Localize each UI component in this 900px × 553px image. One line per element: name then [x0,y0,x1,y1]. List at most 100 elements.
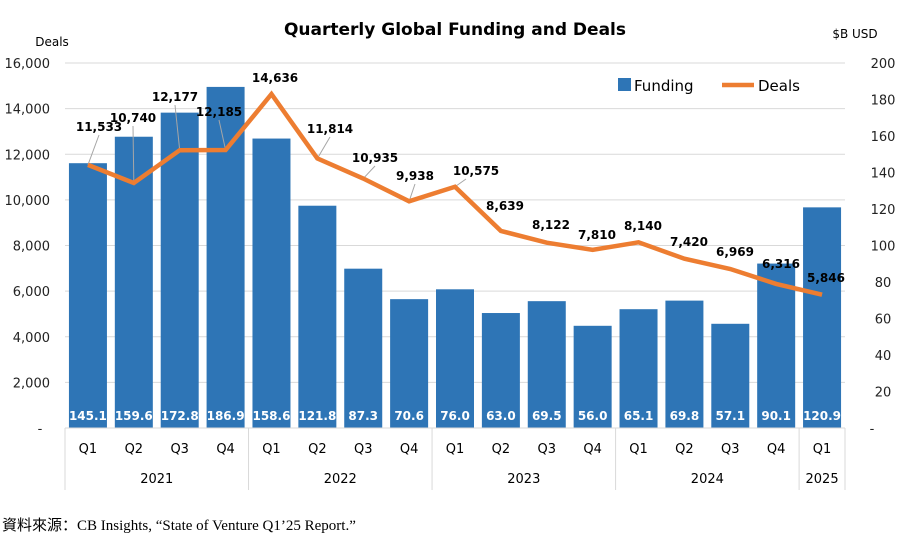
funding-data-label: 121.8 [298,409,336,423]
quarter-label: Q4 [767,442,786,457]
quarter-label: Q1 [629,442,648,457]
funding-bar [619,309,658,428]
funding-bar [527,301,566,428]
deals-data-label: 7,810 [578,228,616,242]
leader-line [218,119,227,151]
funding-data-label: 69.8 [670,409,700,423]
left-tick-label: - [38,422,43,437]
deals-data-label: 10,740 [110,111,156,125]
right-tick-label: 200 [871,57,896,72]
funding-bar [665,300,704,428]
quarter-label: Q1 [446,442,465,457]
right-tick-label: 80 [875,276,892,291]
deals-data-label: 14,636 [252,71,298,85]
funding-bar [573,325,612,428]
deals-data-label: 6,316 [762,257,800,271]
deals-data-label: 7,420 [670,235,708,249]
funding-data-label: 57.1 [715,409,745,423]
quarter-label: Q2 [492,442,511,457]
quarter-label: Q3 [721,442,740,457]
year-label: 2022 [324,472,357,487]
quarter-label: Q3 [354,442,373,457]
funding-data-label: 186.9 [207,409,245,423]
quarter-label: Q2 [125,442,144,457]
deals-data-label: 6,969 [716,245,754,259]
chart-title: Quarterly Global Funding and Deals [284,20,626,40]
funding-bar [344,268,383,428]
quarter-label: Q1 [262,442,281,457]
left-tick-label: 8,000 [13,240,50,255]
left-tick-label: 4,000 [13,331,50,346]
leader-line [316,136,331,159]
funding-bar [252,138,291,428]
funding-data-label: 56.0 [578,409,608,423]
quarter-label: Q1 [79,442,98,457]
funding-data-label: 145.1 [69,409,107,423]
funding-data-label: 158.6 [252,409,290,423]
quarter-label: Q3 [170,442,189,457]
funding-bar [803,207,842,428]
source-note: 資料來源：CB Insights, “State of Venture Q1’2… [2,518,356,534]
deals-data-label: 5,846 [807,271,845,285]
funding-data-label: 76.0 [440,409,470,423]
right-tick-label: 100 [871,240,896,255]
leader-line [362,165,376,179]
leader-line [87,134,100,166]
legend-funding-label: Funding [634,77,694,95]
left-tick-label: 14,000 [5,103,51,118]
funding-data-label: 65.1 [624,409,654,423]
right-tick-label: 180 [871,94,896,109]
quarter-label: Q2 [308,442,327,457]
deals-line [87,90,823,297]
year-label: 2021 [140,472,173,487]
funding-bar [206,86,245,428]
funding-bar [68,163,107,428]
funding-data-label: 70.6 [394,409,424,423]
quarter-label: Q3 [538,442,557,457]
left-tick-label: 12,000 [5,148,51,163]
deals-data-label: 12,185 [196,105,242,119]
deals-data-label: 8,639 [486,199,524,213]
funding-data-label: 159.6 [115,409,153,423]
right-tick-label: 60 [875,313,892,328]
right-tick-label: 20 [875,386,892,401]
left-tick-label: 6,000 [13,285,50,300]
left-tick-label: 10,000 [5,194,51,209]
funding-data-label: 63.0 [486,409,516,423]
funding-data-label: 90.1 [761,409,791,423]
right-tick-label: 140 [871,167,896,182]
deals-data-label: 9,938 [396,169,434,183]
right-tick-label: 160 [871,130,896,145]
legend-funding-swatch [618,78,631,91]
quarter-label: Q1 [813,442,832,457]
left-tick-label: 2,000 [13,376,50,391]
deals-data-label: 10,575 [453,164,499,178]
leader-line [408,183,416,202]
deals-data-label: 10,935 [352,151,398,165]
left-tick-label: 16,000 [5,57,51,72]
funding-data-label: 69.5 [532,409,562,423]
funding-data-label: 120.9 [803,409,841,423]
right-tick-label: 120 [871,203,896,218]
funding-bar [298,205,337,428]
deals-data-label: 8,140 [624,219,662,233]
right-tick-label: 40 [875,349,892,364]
year-label: 2023 [507,472,540,487]
funding-bar [711,323,750,428]
right-axis-label: $B USD [832,27,877,41]
funding-bar [481,313,520,428]
right-tick-label: - [870,422,875,437]
deals-data-label: 11,814 [307,122,353,136]
quarter-label: Q4 [400,442,419,457]
year-label: 2024 [691,472,724,487]
quarter-label: Q4 [216,442,235,457]
funding-data-label: 87.3 [348,409,378,423]
deals-data-label: 12,177 [152,90,198,104]
funding-bar [160,112,199,428]
year-label: 2025 [806,472,839,487]
leader-line [174,104,181,151]
left-axis-label: Deals [35,35,69,49]
deals-data-label: 8,122 [532,218,570,232]
